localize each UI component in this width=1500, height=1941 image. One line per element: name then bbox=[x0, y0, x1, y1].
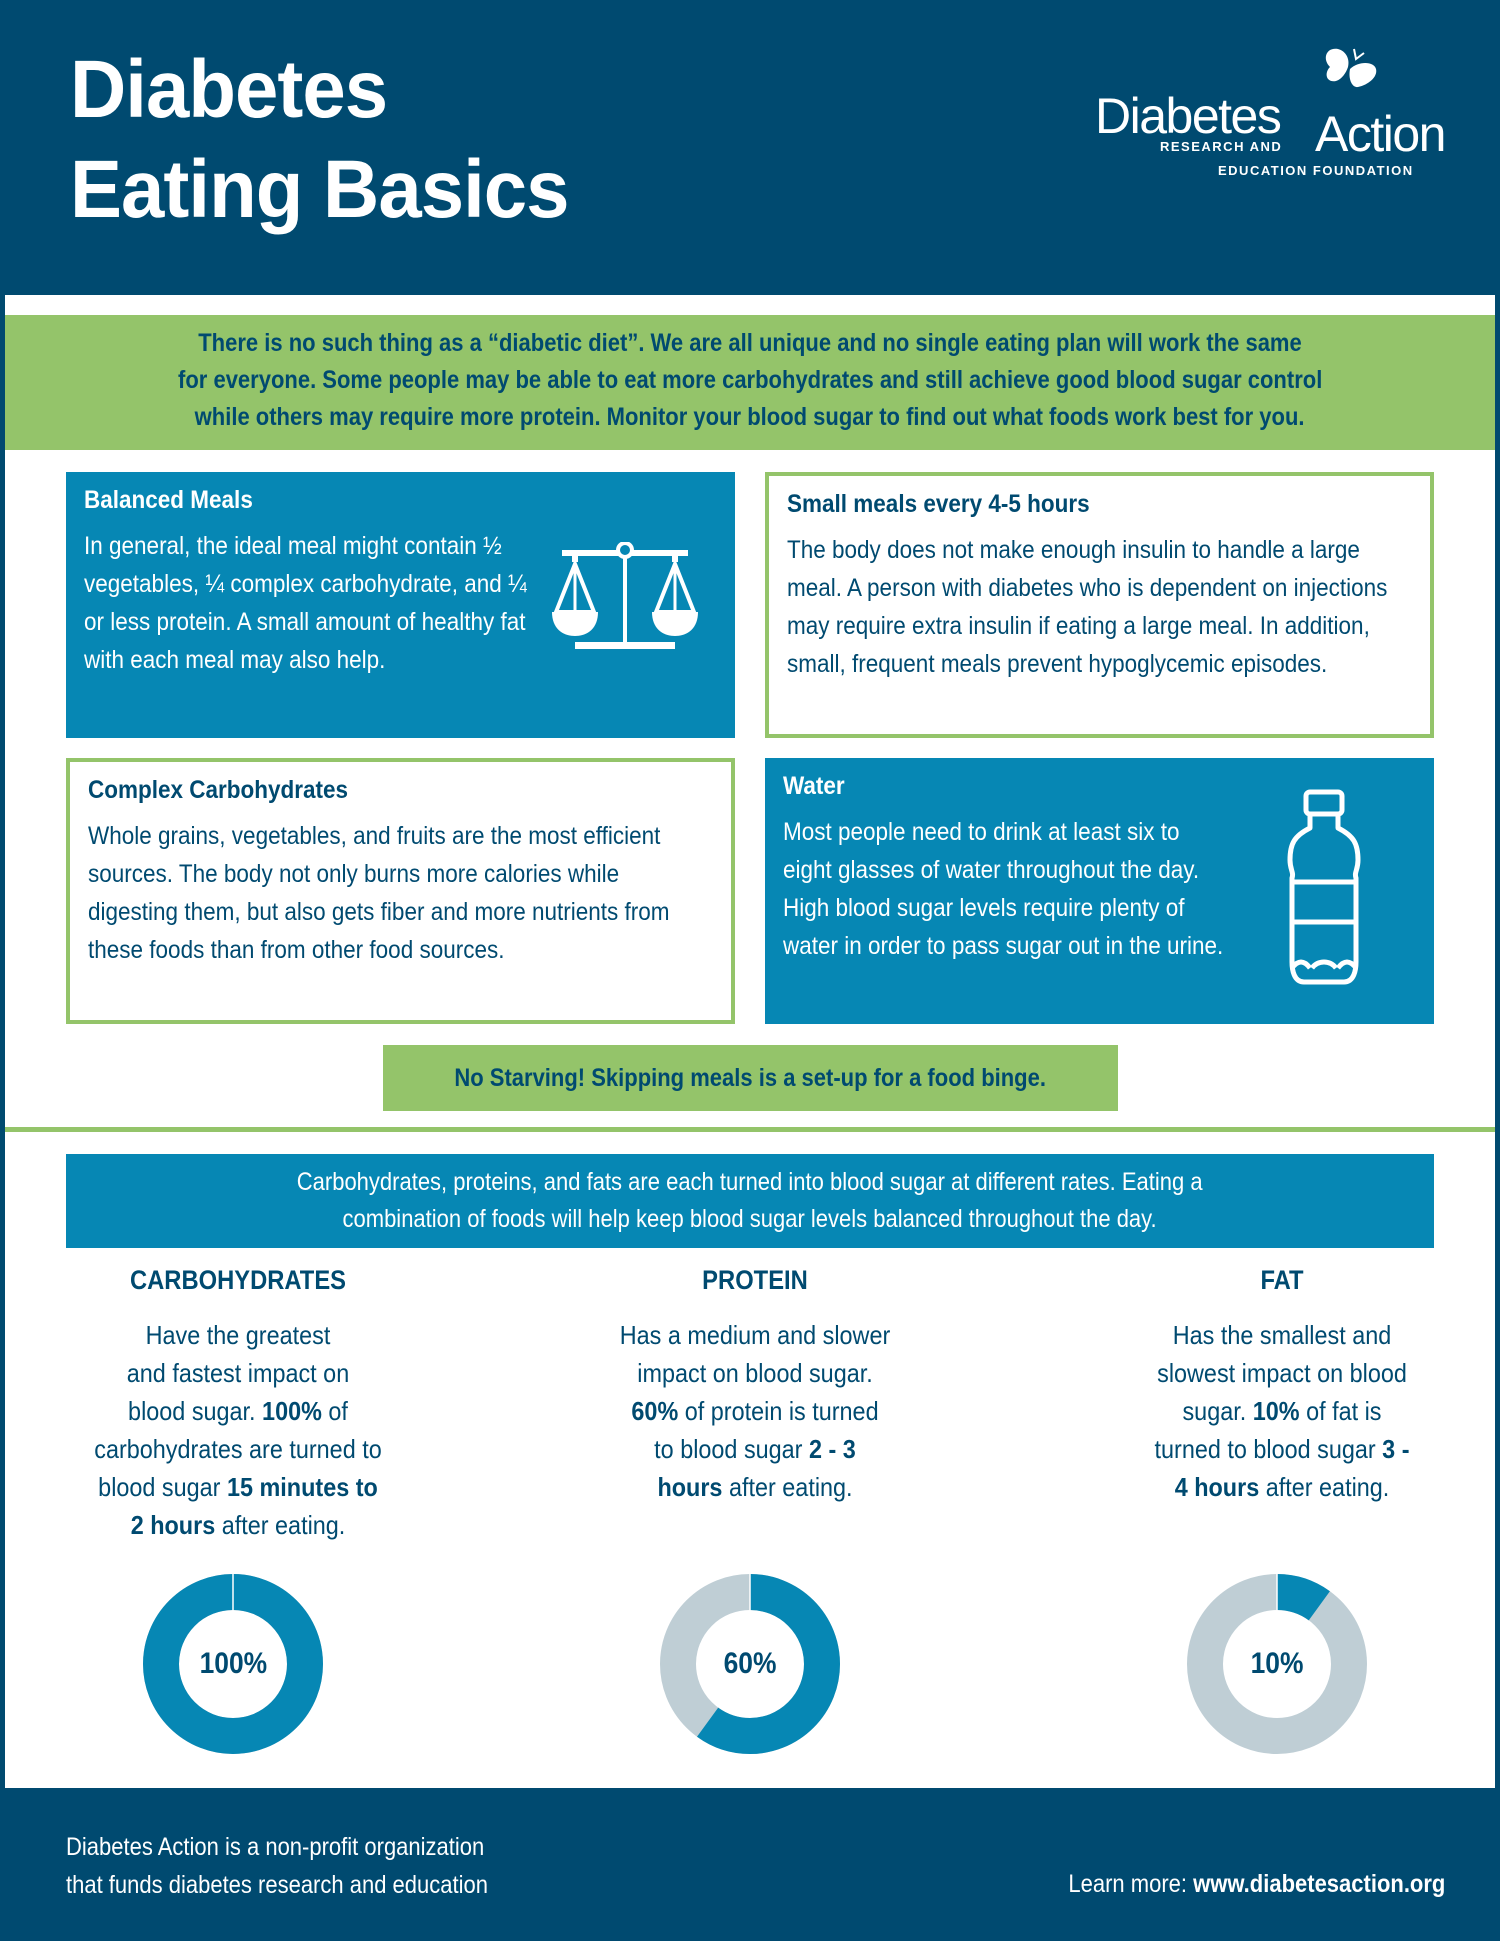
small-meals-body: The body does not make enough insulin to… bbox=[787, 536, 1388, 678]
donut-chart-protein: 60% bbox=[660, 1574, 840, 1754]
title-line-2: Eating Basics bbox=[70, 144, 569, 235]
no-starving-banner: No Starving! Skipping meals is a set-up … bbox=[383, 1045, 1118, 1111]
scale-icon bbox=[552, 542, 698, 649]
website-link[interactable]: www.diabetesaction.org bbox=[1192, 1870, 1445, 1898]
complex-carbs-title: Complex Carbohydrates bbox=[88, 776, 349, 804]
complex-carbs-card: Complex Carbohydrates Whole grains, vege… bbox=[66, 758, 735, 1024]
footer-learn-more: Learn more: www.diabetesaction.org bbox=[1068, 1870, 1445, 1899]
balanced-meals-body: In general, the ideal meal might contain… bbox=[84, 532, 527, 674]
logo-subtitle-2: EDUCATION FOUNDATION bbox=[1218, 163, 1414, 178]
donut-ring bbox=[660, 1574, 840, 1754]
title-line-1: Diabetes bbox=[70, 44, 388, 135]
nutrient-description: Has a medium and slower impact on blood … bbox=[619, 1320, 891, 1502]
small-meals-card: Small meals every 4-5 hours The body doe… bbox=[765, 472, 1434, 738]
rates-banner: Carbohydrates, proteins, and fats are ea… bbox=[66, 1154, 1434, 1248]
nutrient-title: CARBOHYDRATES bbox=[129, 1265, 347, 1295]
complex-carbs-body: Whole grains, vegetables, and fruits are… bbox=[88, 822, 670, 964]
intro-banner: There is no such thing as a “diabetic di… bbox=[5, 315, 1495, 450]
nutrient-title: FAT bbox=[1260, 1265, 1304, 1295]
content-area: There is no such thing as a “diabetic di… bbox=[5, 295, 1495, 1788]
nutrient-title: PROTEIN bbox=[702, 1265, 808, 1295]
small-meals-title: Small meals every 4-5 hours bbox=[787, 490, 1090, 518]
page-title: Diabetes Eating Basics bbox=[70, 40, 569, 240]
learn-more-label: Learn more: bbox=[1068, 1870, 1193, 1898]
intro-line-2: for everyone. Some people may be able to… bbox=[177, 366, 1323, 394]
intro-line-3: while others may require more protein. M… bbox=[195, 403, 1305, 431]
diabetes-action-logo: Diabetes Action RESEARCH AND EDUCATION F… bbox=[1075, 45, 1446, 185]
logo-word-diabetes: Diabetes bbox=[1095, 88, 1282, 144]
header: Diabetes Eating Basics Diabetes Action R… bbox=[0, 0, 1500, 295]
donut-chart-carbohydrates: 100% bbox=[143, 1574, 323, 1754]
donut-ring bbox=[143, 1574, 323, 1754]
intro-line-1: There is no such thing as a “diabetic di… bbox=[198, 329, 1302, 357]
nutrient-protein: PROTEIN Has a medium and slower impact o… bbox=[545, 1265, 965, 1506]
water-bottle-icon bbox=[1287, 789, 1361, 985]
water-body: Most people need to drink at least six t… bbox=[783, 818, 1224, 960]
water-title: Water bbox=[783, 772, 845, 800]
logo-subtitle-1: RESEARCH AND bbox=[1160, 139, 1283, 154]
rates-line-1: Carbohydrates, proteins, and fats are ea… bbox=[297, 1168, 1203, 1196]
butterfly-icon bbox=[1325, 48, 1377, 88]
section-divider bbox=[5, 1127, 1495, 1132]
rates-line-2: combination of foods will help keep bloo… bbox=[342, 1205, 1158, 1233]
footer-about: Diabetes Action is a non-profit organiza… bbox=[66, 1828, 546, 1904]
donut-percent-label: 10% bbox=[1250, 1647, 1304, 1680]
nutrient-description: Have the greatest and fastest impact on … bbox=[94, 1320, 382, 1540]
nutrient-description: Has the smallest and slowest impact on b… bbox=[1154, 1320, 1410, 1502]
footer-about-line-1: Diabetes Action is a non-profit organiza… bbox=[66, 1833, 485, 1861]
logo-word-action: Action bbox=[1315, 106, 1446, 162]
donut-percent-label: 100% bbox=[199, 1647, 267, 1680]
balanced-meals-title: Balanced Meals bbox=[84, 486, 253, 514]
footer-about-line-2: that funds diabetes research and educati… bbox=[66, 1871, 488, 1899]
donut-ring bbox=[1187, 1574, 1367, 1754]
footer: Diabetes Action is a non-profit organiza… bbox=[0, 1788, 1500, 1941]
no-starving-text: No Starving! Skipping meals is a set-up … bbox=[454, 1064, 1047, 1092]
donut-percent-label: 60% bbox=[723, 1647, 777, 1680]
donut-chart-fat: 10% bbox=[1187, 1574, 1367, 1754]
nutrient-fat: FAT Has the smallest and slowest impact … bbox=[1072, 1265, 1492, 1506]
nutrient-carbohydrates: CARBOHYDRATES Have the greatest and fast… bbox=[28, 1265, 448, 1544]
water-card: Water Most people need to drink at least… bbox=[765, 758, 1434, 1024]
balanced-meals-card: Balanced Meals In general, the ideal mea… bbox=[66, 472, 735, 738]
